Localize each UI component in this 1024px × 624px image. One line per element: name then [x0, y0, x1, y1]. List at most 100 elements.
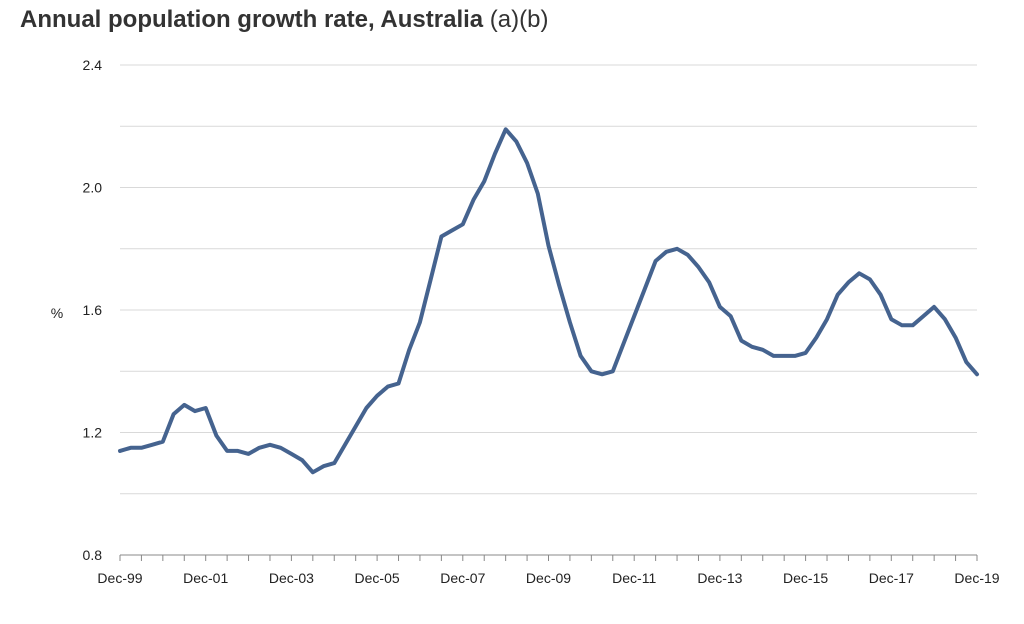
data-point [376, 394, 379, 397]
x-tick-label: Dec-09 [526, 570, 571, 586]
data-point [215, 434, 218, 437]
y-tick-label: 1.2 [83, 425, 103, 441]
data-point [547, 244, 550, 247]
data-point [718, 305, 721, 308]
data-point [526, 162, 529, 165]
data-point [140, 446, 143, 449]
x-tick-label: Dec-07 [440, 570, 485, 586]
data-point [879, 293, 882, 296]
data-point [976, 373, 979, 376]
data-point [397, 382, 400, 385]
data-point [890, 318, 893, 321]
data-point [429, 278, 432, 281]
data-point [461, 223, 464, 226]
data-point [161, 440, 164, 443]
data-point [858, 272, 861, 275]
data-point [740, 339, 743, 342]
x-tick-label: Dec-11 [612, 570, 656, 586]
data-point [365, 407, 368, 410]
data-point [665, 250, 668, 253]
data-point [311, 471, 314, 474]
data-point [322, 465, 325, 468]
data-point [440, 235, 443, 238]
data-point [536, 192, 539, 195]
data-point [301, 459, 304, 462]
data-point [247, 452, 250, 455]
data-point [268, 443, 271, 446]
data-point [451, 229, 454, 232]
y-tick-label: 0.8 [83, 547, 103, 563]
data-point [129, 446, 132, 449]
data-point [418, 321, 421, 324]
data-point [901, 324, 904, 327]
gridlines [120, 64, 977, 495]
data-point [493, 152, 496, 155]
data-point [954, 336, 957, 339]
x-tick-label: Dec-01 [183, 570, 228, 586]
data-point [333, 462, 336, 465]
y-tick-label: 1.6 [83, 302, 103, 318]
data-point [119, 449, 122, 452]
x-tick-label: Dec-15 [783, 570, 828, 586]
data-point [354, 425, 357, 428]
data-point [933, 305, 936, 308]
data-point [515, 140, 518, 143]
data-point [611, 370, 614, 373]
data-point [911, 324, 914, 327]
data-point [279, 446, 282, 449]
x-tick-label: Dec-13 [697, 570, 742, 586]
data-point [568, 321, 571, 324]
data-point [965, 361, 968, 364]
data-point [579, 354, 582, 357]
x-tick-label: Dec-19 [954, 570, 999, 586]
chart-title: Annual population growth rate, Australia… [20, 6, 548, 34]
data-point [783, 354, 786, 357]
data-point [258, 446, 261, 449]
data-point [622, 342, 625, 345]
x-axis: Dec-99 Dec-01 Dec-03 Dec-05 Dec-07 Dec-09 Dec-… [97, 554, 1000, 586]
data-point [654, 260, 657, 263]
data-point [643, 287, 646, 290]
data-point [226, 449, 229, 452]
data-point [793, 354, 796, 357]
data-point [729, 315, 732, 318]
data-point [826, 318, 829, 321]
data-point [236, 449, 239, 452]
data-point [847, 281, 850, 284]
data-point [472, 198, 475, 201]
data-point [204, 407, 207, 410]
data-point [943, 318, 946, 321]
data-point [386, 385, 389, 388]
data-point [772, 354, 775, 357]
data-point [193, 410, 196, 413]
data-point [343, 443, 346, 446]
x-tick-label: Dec-17 [869, 570, 914, 586]
data-point [290, 452, 293, 455]
data-point [676, 247, 679, 250]
chart-title-main: Annual population growth rate, Australia [20, 6, 484, 33]
data-point [172, 413, 175, 416]
y-axis: 0.8 1.2 1.6 2.0 2.4 [83, 57, 103, 563]
series-group [118, 127, 979, 475]
data-point [868, 278, 871, 281]
data-point [601, 373, 604, 376]
data-point [708, 281, 711, 284]
data-point [922, 315, 925, 318]
data-point [815, 336, 818, 339]
chart-title-note: (a)(b) [489, 6, 549, 33]
data-point [761, 348, 764, 351]
data-point [558, 284, 561, 287]
data-point [408, 348, 411, 351]
y-tick-label: 2.0 [83, 180, 103, 196]
data-point [483, 180, 486, 183]
data-point [697, 266, 700, 269]
data-point [183, 403, 186, 406]
y-axis-label: % [51, 305, 63, 321]
data-point [751, 345, 754, 348]
data-point [633, 315, 636, 318]
y-tick-label: 2.4 [83, 57, 103, 73]
series-line [118, 127, 979, 475]
data-point [836, 293, 839, 296]
data-point [504, 128, 507, 131]
